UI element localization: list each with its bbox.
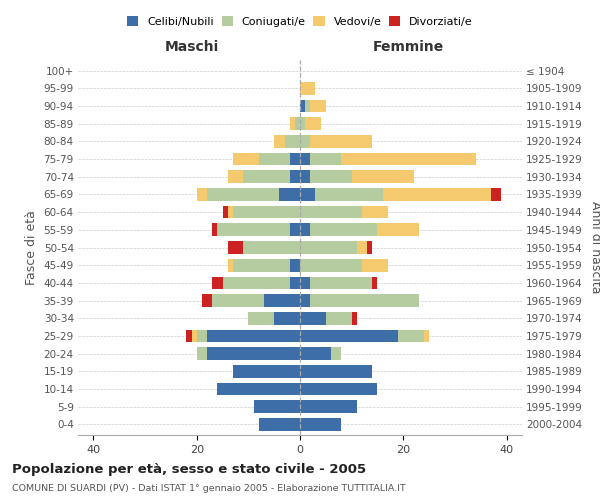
Bar <box>310 100 326 112</box>
Bar <box>305 100 310 112</box>
Bar <box>305 118 320 130</box>
Bar <box>243 241 300 254</box>
Bar <box>300 82 316 94</box>
Bar <box>233 152 259 166</box>
Bar <box>300 152 310 166</box>
Bar <box>300 170 310 183</box>
Bar <box>341 152 476 166</box>
Bar <box>228 170 243 183</box>
Bar <box>284 135 300 147</box>
Bar <box>310 135 372 147</box>
Bar <box>377 224 419 236</box>
Bar <box>233 206 300 218</box>
Y-axis label: Fasce di età: Fasce di età <box>25 210 38 285</box>
Bar <box>310 170 352 183</box>
Bar <box>300 241 357 254</box>
Bar <box>228 241 243 254</box>
Bar <box>310 276 372 289</box>
Legend: Celibi/Nubili, Coniugati/e, Vedovi/e, Divorziati/e: Celibi/Nubili, Coniugati/e, Vedovi/e, Di… <box>124 13 476 30</box>
Bar <box>300 135 310 147</box>
Bar <box>300 224 310 236</box>
Bar <box>290 224 300 236</box>
Bar <box>217 224 290 236</box>
Bar <box>290 170 300 183</box>
Bar <box>310 152 341 166</box>
Bar <box>243 170 290 183</box>
Bar <box>207 330 300 342</box>
Bar <box>300 100 305 112</box>
Bar <box>197 330 207 342</box>
Text: Popolazione per età, sesso e stato civile - 2005: Popolazione per età, sesso e stato civil… <box>12 462 366 475</box>
Bar <box>398 330 424 342</box>
Bar <box>197 188 207 201</box>
Bar <box>300 382 377 396</box>
Bar <box>424 330 429 342</box>
Bar <box>202 294 212 307</box>
Y-axis label: Anni di nascita: Anni di nascita <box>589 201 600 294</box>
Bar <box>367 241 372 254</box>
Bar <box>352 312 357 324</box>
Bar <box>300 348 331 360</box>
Bar <box>274 312 300 324</box>
Bar <box>300 206 362 218</box>
Bar <box>228 206 233 218</box>
Bar <box>280 188 300 201</box>
Bar <box>300 276 310 289</box>
Bar <box>372 276 377 289</box>
Bar <box>233 259 290 272</box>
Bar <box>233 365 300 378</box>
Bar <box>207 348 300 360</box>
Bar <box>191 330 197 342</box>
Text: Femmine: Femmine <box>373 40 444 54</box>
Bar <box>295 118 300 130</box>
Bar <box>300 188 316 201</box>
Bar <box>254 400 300 413</box>
Bar <box>300 365 372 378</box>
Bar <box>357 241 367 254</box>
Bar <box>290 152 300 166</box>
Bar <box>300 330 398 342</box>
Bar <box>491 188 502 201</box>
Bar <box>331 348 341 360</box>
Bar <box>223 206 228 218</box>
Bar <box>362 206 388 218</box>
Bar <box>212 294 264 307</box>
Bar <box>352 170 413 183</box>
Bar <box>300 312 326 324</box>
Bar <box>290 118 295 130</box>
Bar <box>310 294 419 307</box>
Bar <box>212 224 217 236</box>
Bar <box>300 118 305 130</box>
Bar <box>228 259 233 272</box>
Bar <box>248 312 274 324</box>
Bar <box>207 188 280 201</box>
Bar <box>259 152 290 166</box>
Bar <box>290 276 300 289</box>
Bar <box>223 276 290 289</box>
Bar <box>383 188 491 201</box>
Bar <box>326 312 352 324</box>
Bar <box>197 348 207 360</box>
Bar <box>300 418 341 431</box>
Bar <box>259 418 300 431</box>
Bar <box>187 330 191 342</box>
Bar <box>290 259 300 272</box>
Bar <box>300 259 362 272</box>
Bar <box>310 224 377 236</box>
Bar <box>316 188 383 201</box>
Bar <box>300 294 310 307</box>
Bar <box>274 135 284 147</box>
Text: COMUNE DI SUARDI (PV) - Dati ISTAT 1° gennaio 2005 - Elaborazione TUTTITALIA.IT: COMUNE DI SUARDI (PV) - Dati ISTAT 1° ge… <box>12 484 406 493</box>
Bar <box>300 400 357 413</box>
Bar <box>217 382 300 396</box>
Text: Maschi: Maschi <box>164 40 219 54</box>
Bar <box>212 276 223 289</box>
Bar <box>264 294 300 307</box>
Bar <box>362 259 388 272</box>
